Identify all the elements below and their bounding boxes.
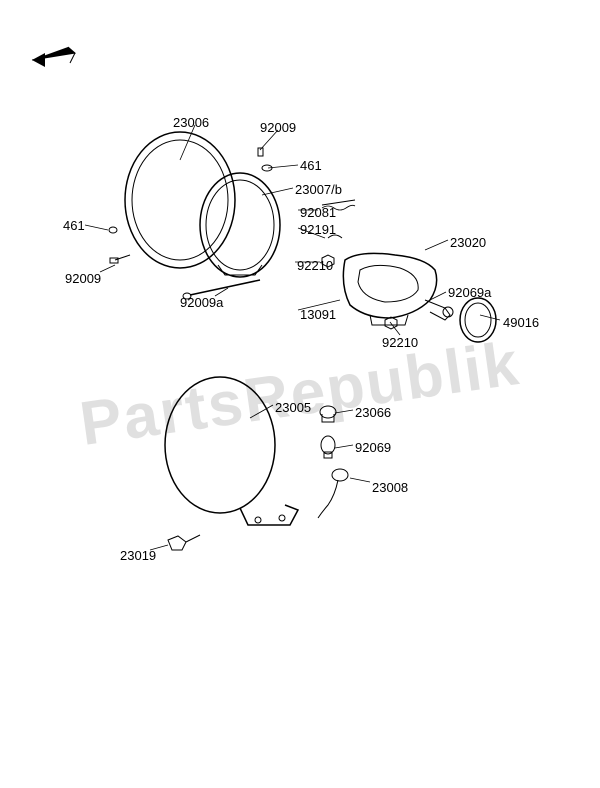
part-ref-label: 461 [63, 218, 85, 233]
part-ref-label: 92191 [300, 222, 336, 237]
parts-diagram: PartsRepublik [0, 0, 600, 788]
part-ref-label: 49016 [503, 315, 539, 330]
leader-lines [0, 0, 600, 788]
part-ref-label: 23020 [450, 235, 486, 250]
part-ref-label: 92069a [448, 285, 491, 300]
part-ref-label: 92009 [65, 271, 101, 286]
part-ref-label: 23019 [120, 548, 156, 563]
part-ref-label: 23008 [372, 480, 408, 495]
part-ref-label: 23006 [173, 115, 209, 130]
part-ref-label: 13091 [300, 307, 336, 322]
direction-arrow-icon [30, 45, 80, 80]
part-ref-label: 461 [300, 158, 322, 173]
part-ref-label: 92069 [355, 440, 391, 455]
part-ref-label: 92009a [180, 295, 223, 310]
part-ref-label: 23007/b [295, 182, 342, 197]
part-ref-label: 23005 [275, 400, 311, 415]
part-ref-label: 92210 [382, 335, 418, 350]
part-ref-label: 92081 [300, 205, 336, 220]
part-ref-label: 23066 [355, 405, 391, 420]
part-ref-label: 92210 [297, 258, 333, 273]
part-ref-label: 92009 [260, 120, 296, 135]
